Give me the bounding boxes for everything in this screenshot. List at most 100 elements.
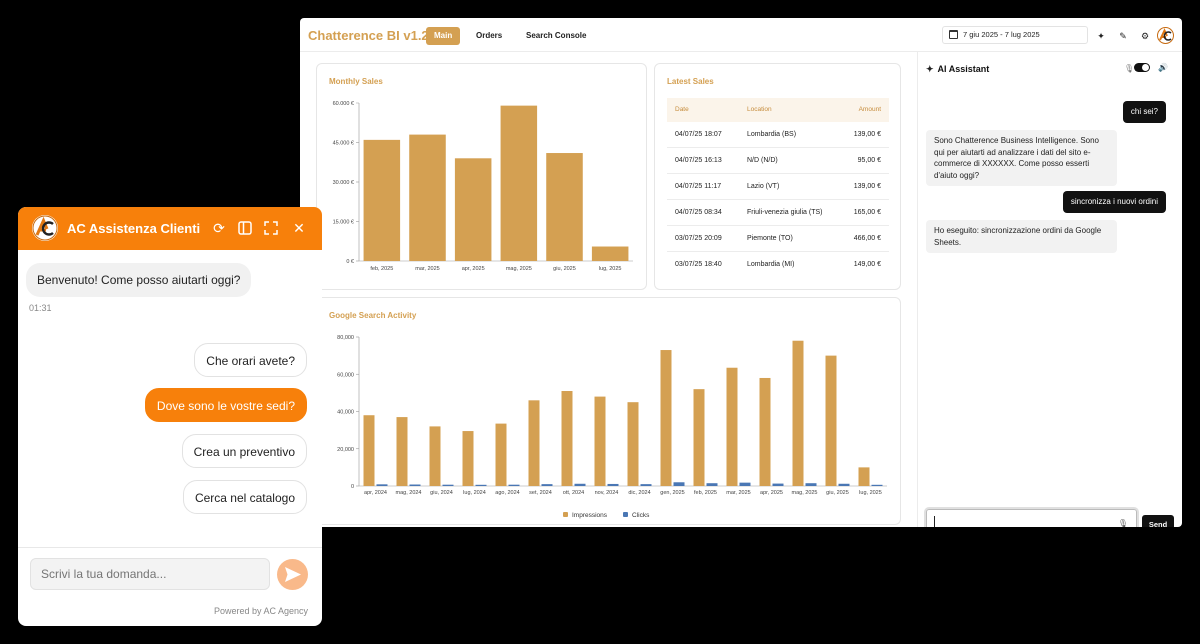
date-range-label: 7 giu 2025 - 7 lug 2025 bbox=[963, 30, 1040, 39]
x-tick-label: mag, 2025 bbox=[506, 266, 532, 272]
clicks-bar bbox=[376, 484, 388, 486]
voice-toggle[interactable] bbox=[1134, 63, 1150, 72]
sale-amount: 466,00 € bbox=[853, 235, 881, 242]
x-tick-label: feb, 2025 bbox=[370, 266, 393, 272]
table-row[interactable]: 04/07/25 08:34 Friuli-venezia giulia (TS… bbox=[667, 200, 889, 226]
text-caret bbox=[934, 516, 935, 527]
x-tick-label: mag, 2025 bbox=[792, 490, 818, 496]
speaker-icon[interactable]: 🔊 bbox=[1158, 63, 1168, 72]
app-brand: Chatterence BI v1.2 bbox=[308, 28, 429, 43]
table-row[interactable]: 04/07/25 11:17 Lazio (VT) 139,00 € bbox=[667, 174, 889, 200]
google-activity-card: Google Search Activity 0 20,000 40,000 60,0… bbox=[316, 297, 901, 525]
table-row[interactable]: 04/07/25 16:13 N/D (N/D) 95,00 € bbox=[667, 148, 889, 174]
chat-input[interactable] bbox=[30, 558, 270, 590]
y-tick-label: 20,000 bbox=[337, 447, 354, 453]
tab-orders[interactable]: Orders bbox=[476, 31, 503, 40]
refresh-icon[interactable]: ⟳ bbox=[213, 220, 225, 236]
impressions-bar bbox=[396, 417, 408, 486]
impressions-bar bbox=[363, 415, 375, 486]
date-range-picker[interactable]: 7 giu 2025 - 7 lug 2025 bbox=[942, 26, 1088, 44]
ac-logo-icon bbox=[32, 215, 58, 241]
microphone-icon[interactable]: 🎙 bbox=[1117, 519, 1128, 527]
x-tick-label: set, 2024 bbox=[529, 490, 552, 496]
settings-icon[interactable]: ⚙ bbox=[1140, 31, 1150, 41]
x-tick-label: apr, 2025 bbox=[760, 490, 783, 496]
impressions-bar bbox=[759, 377, 771, 486]
sparkle-icon[interactable]: ✦ bbox=[1097, 31, 1105, 41]
monthly-sales-title: Monthly Sales bbox=[329, 77, 383, 86]
calendar-icon bbox=[949, 30, 958, 39]
quick-reply-option[interactable]: Che orari avete? bbox=[194, 343, 307, 377]
assistant-input[interactable]: 🎙 bbox=[926, 509, 1137, 527]
clicks-bar bbox=[706, 483, 718, 486]
clicks-bar bbox=[442, 484, 454, 486]
bar bbox=[363, 139, 401, 261]
quick-reply-option[interactable]: Cerca nel catalogo bbox=[182, 480, 307, 514]
x-tick-label: gen, 2025 bbox=[660, 490, 684, 496]
top-bar: Chatterence BI v1.2 Main Orders Search C… bbox=[300, 18, 1182, 52]
powered-by: Powered by AC Agency bbox=[213, 606, 308, 616]
x-tick-label: mag, 2024 bbox=[396, 490, 422, 496]
sale-amount: 95,00 € bbox=[857, 157, 881, 164]
clicks-bar bbox=[475, 484, 487, 486]
clicks-bar bbox=[409, 484, 421, 486]
x-tick-label: lug, 2025 bbox=[859, 490, 882, 496]
clicks-bar bbox=[607, 483, 619, 486]
y-tick-label: 60.000 € bbox=[333, 101, 354, 107]
sale-amount: 165,00 € bbox=[853, 209, 881, 216]
y-tick-label: 0 bbox=[351, 484, 354, 490]
expand-icon[interactable] bbox=[262, 219, 280, 237]
sale-location: Lazio (VT) bbox=[747, 183, 780, 190]
col-location-header: Location bbox=[747, 106, 772, 113]
send-button[interactable] bbox=[277, 559, 308, 590]
legend-swatch bbox=[623, 512, 628, 517]
user-message: sincronizza i nuovi ordini bbox=[1062, 191, 1166, 213]
x-tick-label: lug, 2024 bbox=[463, 490, 486, 496]
impressions-bar bbox=[429, 426, 441, 486]
impressions-bar bbox=[561, 391, 573, 486]
legend-swatch bbox=[563, 512, 568, 517]
send-button[interactable]: Send bbox=[1142, 515, 1174, 527]
impressions-bar bbox=[528, 400, 540, 486]
sale-location: N/D (N/D) bbox=[747, 157, 778, 164]
clicks-bar bbox=[871, 484, 883, 486]
table-row[interactable]: 03/07/25 20:09 Piemonte (TO) 466,00 € bbox=[667, 226, 889, 252]
impressions-bar bbox=[858, 467, 870, 486]
edit-icon[interactable]: ✎ bbox=[1119, 31, 1127, 41]
x-tick-label: nov, 2024 bbox=[595, 490, 619, 496]
assistant-message: Ho eseguito: sincronizzazione ordini da … bbox=[926, 220, 1117, 253]
ai-assistant-header: ✦ AI Assistant bbox=[926, 64, 989, 75]
user-logo-icon[interactable] bbox=[1157, 27, 1174, 44]
bar bbox=[500, 105, 538, 261]
close-icon[interactable]: ✕ bbox=[293, 220, 305, 236]
x-tick-label: apr, 2024 bbox=[364, 490, 387, 496]
y-tick-label: 30.000 € bbox=[333, 180, 354, 186]
impressions-bar bbox=[792, 340, 804, 486]
x-tick-label: lug, 2025 bbox=[599, 266, 622, 272]
x-tick-label: feb, 2025 bbox=[694, 490, 717, 496]
x-tick-label: ago, 2024 bbox=[495, 490, 519, 496]
sale-location: Lombardia (MI) bbox=[747, 261, 795, 268]
quick-reply-option-selected[interactable]: Dove sono le vostre sedi? bbox=[144, 388, 307, 422]
bar bbox=[409, 134, 446, 261]
legend-label: Impressions bbox=[572, 512, 608, 519]
table-row[interactable]: 04/07/25 18:07 Lombardia (BS) 139,00 € bbox=[667, 122, 889, 148]
ai-assistant-panel: ✦ AI Assistant 🎙 🔊 chi sei? Sono Chattere… bbox=[917, 52, 1182, 527]
microphone-icon[interactable]: 🎙 bbox=[1124, 64, 1135, 73]
y-tick-label: 80,000 bbox=[337, 335, 354, 341]
table-row[interactable]: 03/07/25 18:40 Lombardia (MI) 149,00 € bbox=[667, 252, 889, 278]
clicks-bar bbox=[772, 483, 784, 486]
bar bbox=[546, 153, 583, 261]
quick-reply-option[interactable]: Crea un preventivo bbox=[181, 434, 307, 468]
sidebar-layout-icon[interactable] bbox=[236, 219, 254, 237]
monthly-sales-chart: 0 € 15.000 € 30.000 € 45.000 € 60.000 € feb, … bbox=[333, 101, 633, 272]
latest-sales-title: Latest Sales bbox=[667, 77, 714, 86]
chat-widget: AC Assistenza Clienti ⟳ ✕ Benvenuto! Com… bbox=[18, 207, 322, 626]
clicks-bar bbox=[805, 483, 817, 486]
clicks-bar bbox=[640, 484, 652, 486]
sale-date: 04/07/25 08:34 bbox=[675, 209, 722, 216]
clicks-bar bbox=[541, 484, 553, 486]
google-activity-title: Google Search Activity bbox=[329, 311, 417, 320]
tab-main[interactable]: Main bbox=[426, 27, 461, 45]
tab-search-console[interactable]: Search Console bbox=[526, 31, 587, 40]
